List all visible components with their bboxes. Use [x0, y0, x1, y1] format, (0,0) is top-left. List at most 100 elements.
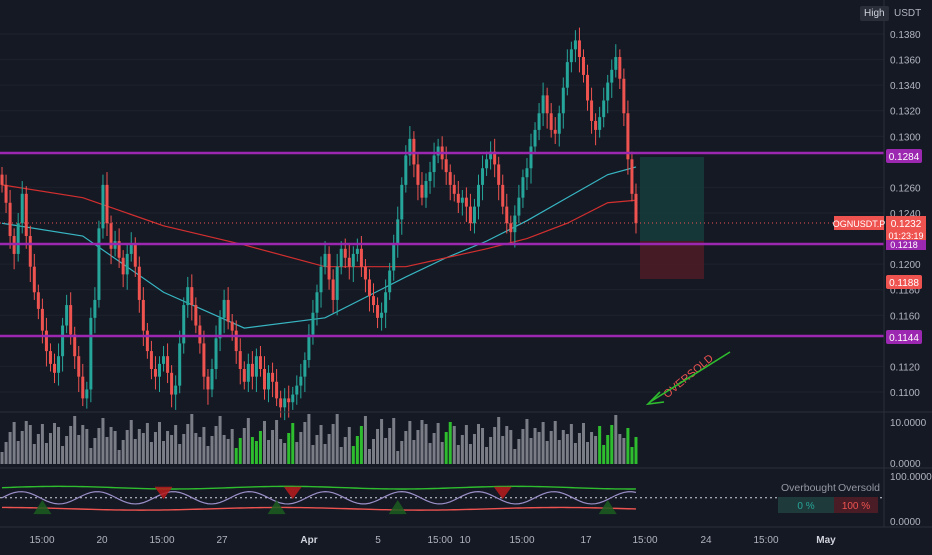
volume-bar: [347, 427, 351, 464]
time-axis-label: 15:00: [29, 535, 54, 546]
price-axis-tick: 0.1300: [890, 132, 921, 143]
candle-body: [509, 223, 513, 233]
candles: [0, 27, 638, 421]
oversold-signal: [267, 500, 286, 515]
candle-body: [291, 394, 295, 403]
candle-body: [254, 356, 258, 377]
volume-bar: [343, 437, 347, 464]
oversold-signal: [388, 500, 407, 515]
candle-body: [178, 343, 182, 386]
price-axis-tick: 0.1240: [890, 209, 921, 220]
volume-bar: [569, 424, 573, 464]
candle-body: [501, 184, 505, 207]
overbought-value-bg: [778, 497, 834, 513]
candle-body: [0, 174, 4, 185]
volume-bar: [626, 428, 630, 464]
candle-body: [158, 363, 161, 377]
volume-bar: [89, 448, 93, 464]
time-axis[interactable]: 15:00 20 15:00 27 Apr 5 15:00 10 15:00 17 15:00 24 1…: [29, 535, 836, 546]
volume-bar: [113, 431, 117, 464]
candle-body: [275, 381, 279, 399]
time-axis-label: 15:00: [632, 535, 657, 546]
price-axis-tick: 0.1320: [890, 107, 921, 118]
oversold-text: OVERSOLD: [661, 352, 716, 401]
candle-body: [162, 356, 166, 364]
candle-body: [250, 363, 254, 377]
volume-bar: [339, 447, 343, 464]
candle-countdown: 01:23:19: [888, 231, 923, 241]
candle-body: [226, 299, 230, 322]
volume-bar: [182, 434, 186, 464]
oscillator-signal-line: [1, 491, 637, 505]
candle-body: [101, 184, 105, 229]
volume-bar: [335, 414, 339, 464]
volume-bar: [117, 450, 121, 464]
volume-bar: [307, 414, 311, 464]
volume-bar: [81, 425, 85, 464]
candle-body: [97, 228, 101, 300]
high-toggle-button[interactable]: High: [860, 6, 889, 21]
volume-bar: [351, 446, 355, 464]
candle-body: [230, 321, 234, 331]
overbought-signal: [493, 486, 512, 500]
candle-body: [594, 120, 598, 130]
volume-bar: [206, 446, 210, 464]
candle-body: [283, 398, 287, 408]
volume-bar: [598, 426, 602, 464]
moving-averages: [1, 166, 637, 329]
volume-bar: [194, 433, 198, 464]
candle-body: [287, 398, 291, 403]
oversold-signal: [33, 500, 52, 515]
volume-bar: [367, 449, 371, 464]
volume-bar: [448, 422, 452, 464]
price-axis[interactable]: 0.1380 0.1360 0.1340 0.1320 0.1300 0.1260 0.12…: [890, 30, 921, 399]
candle-body: [452, 184, 456, 194]
candle-body: [412, 138, 416, 165]
volume-bar: [355, 436, 359, 464]
candle-body: [408, 138, 412, 156]
volume-bar: [214, 426, 218, 464]
candle-body: [606, 82, 610, 101]
volume-bar: [586, 442, 590, 464]
volume-bar: [85, 429, 89, 464]
upper-level-tag: 0.1284: [889, 152, 920, 163]
mid-level-tag-bg: [886, 240, 926, 250]
volume-bar: [20, 431, 24, 464]
volume-bar: [262, 421, 266, 464]
candle-body: [206, 376, 210, 390]
candle-body: [634, 193, 638, 224]
volume-bar: [36, 434, 40, 464]
candle-body: [468, 206, 472, 224]
upper-level-tag-bg: [886, 149, 922, 163]
mid-level-tag: 0.1218: [890, 240, 918, 250]
candle-body: [436, 146, 440, 156]
candle-body: [416, 164, 420, 185]
volume-bar: [537, 432, 541, 464]
candle-body: [493, 151, 497, 165]
slow-moving-average: [1, 184, 637, 268]
volume-bar: [129, 420, 133, 464]
volume-bar: [460, 435, 464, 464]
candle-body: [460, 197, 464, 203]
price-tags: 0.1284 OGNUSDT.P 0.1232 01:23:19 0.1218 …: [833, 149, 926, 344]
volume-bar: [388, 428, 392, 464]
volume-bar: [315, 435, 319, 464]
candle-body: [214, 338, 218, 369]
volume-bar: [149, 442, 153, 464]
candle-body: [170, 372, 174, 395]
candle-body: [81, 376, 85, 399]
candle-body: [53, 363, 57, 373]
volume-bar: [73, 416, 77, 464]
candle-body: [456, 193, 460, 203]
last-price-tag: 0.1232: [891, 219, 922, 230]
volume-bar: [432, 433, 436, 464]
price-axis-tick: 0.1360: [890, 56, 921, 67]
candle-body: [145, 330, 149, 352]
candle-body: [602, 100, 606, 118]
candle-body: [234, 330, 238, 352]
volume-bar: [69, 426, 73, 464]
volume-bar: [16, 441, 20, 464]
volume-bar: [234, 448, 238, 464]
candle-body: [590, 100, 594, 121]
